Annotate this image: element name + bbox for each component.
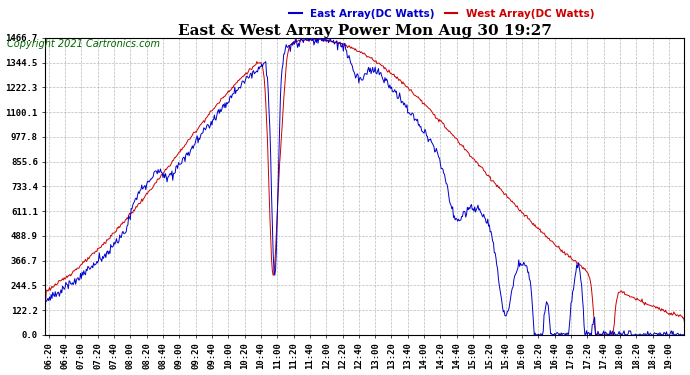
Legend: East Array(DC Watts), West Array(DC Watts): East Array(DC Watts), West Array(DC Watt…	[285, 4, 598, 23]
Text: Copyright 2021 Cartronics.com: Copyright 2021 Cartronics.com	[7, 39, 160, 50]
Title: East & West Array Power Mon Aug 30 19:27: East & West Array Power Mon Aug 30 19:27	[178, 24, 552, 38]
